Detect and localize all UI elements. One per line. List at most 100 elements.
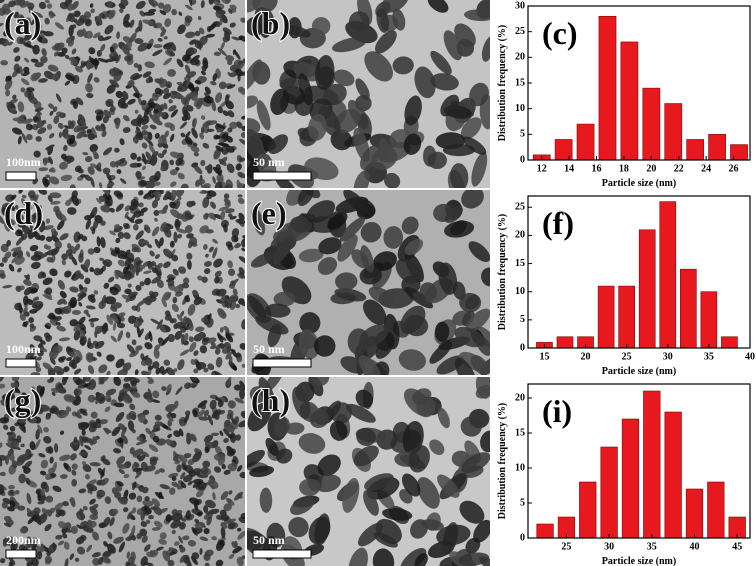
particle <box>162 336 170 346</box>
particle <box>69 497 75 503</box>
particle <box>29 417 38 424</box>
particle <box>1 38 9 47</box>
particle <box>154 132 160 139</box>
particle <box>86 92 94 99</box>
particle <box>163 227 172 238</box>
particle <box>98 182 103 188</box>
particle <box>139 239 148 244</box>
particle <box>202 197 210 209</box>
particle <box>239 343 245 350</box>
particle <box>167 433 172 439</box>
particle <box>373 251 397 271</box>
particle <box>236 545 243 551</box>
particle <box>61 47 68 54</box>
particle <box>97 57 109 63</box>
particle <box>427 0 449 13</box>
particle <box>172 268 179 276</box>
particle <box>199 35 208 46</box>
particle <box>148 365 154 371</box>
particle <box>115 161 119 168</box>
particle <box>364 51 393 82</box>
particle <box>71 273 77 280</box>
particle <box>138 202 144 208</box>
particle <box>167 559 175 566</box>
particle <box>213 213 223 220</box>
particle <box>454 357 477 375</box>
particle <box>0 558 6 564</box>
particle <box>122 44 132 51</box>
particle <box>237 530 245 540</box>
particle <box>117 259 126 267</box>
particle <box>109 286 114 291</box>
particle <box>383 313 400 350</box>
particle <box>71 273 82 281</box>
particle <box>106 370 111 375</box>
particle <box>100 237 106 249</box>
particle <box>290 216 313 233</box>
particle <box>86 544 93 553</box>
particle <box>237 194 243 198</box>
particle <box>193 503 199 511</box>
x-tick-label: 22 <box>674 163 684 174</box>
particle <box>122 507 129 513</box>
particle <box>188 83 195 92</box>
particle <box>105 388 117 396</box>
scale-bar <box>5 358 37 368</box>
particle <box>242 234 245 239</box>
particle <box>240 115 245 120</box>
particle <box>227 260 234 269</box>
particle <box>31 537 38 543</box>
particle <box>228 355 233 365</box>
x-tick-label: 20 <box>646 163 656 174</box>
particle <box>40 459 49 469</box>
particle <box>153 348 160 359</box>
particle <box>184 15 193 23</box>
particle <box>219 327 224 333</box>
particle <box>73 388 82 396</box>
x-tick-label: 12 <box>537 163 547 174</box>
particle <box>33 231 41 241</box>
particle <box>273 235 294 265</box>
particle <box>215 135 221 140</box>
particle <box>45 334 53 342</box>
texture <box>0 377 245 566</box>
particle <box>85 352 94 363</box>
particle <box>333 69 355 87</box>
particle <box>458 552 490 566</box>
particle <box>199 345 208 354</box>
particle <box>374 30 397 54</box>
particle <box>136 508 143 516</box>
bar <box>707 481 725 539</box>
particle <box>169 201 177 209</box>
particle <box>57 540 65 546</box>
particle <box>210 342 216 347</box>
particle <box>151 526 161 531</box>
particle <box>237 465 243 472</box>
particle <box>32 11 44 18</box>
particle <box>208 0 215 5</box>
particle <box>103 427 112 434</box>
particle <box>327 212 348 230</box>
particle <box>123 13 130 24</box>
particle <box>311 17 331 36</box>
particle <box>88 379 97 390</box>
particle <box>38 1 47 10</box>
particle <box>180 132 186 138</box>
y-tick-label: 15 <box>515 258 525 269</box>
particle <box>75 97 84 106</box>
particle <box>210 81 217 86</box>
particle <box>460 117 482 140</box>
particle <box>165 81 173 89</box>
particle <box>359 324 389 347</box>
particle <box>0 471 6 477</box>
particle <box>25 42 35 49</box>
particle <box>242 58 245 64</box>
particle <box>49 268 58 277</box>
particle <box>298 329 320 359</box>
particle <box>132 85 140 96</box>
particle <box>44 324 51 330</box>
particle <box>136 156 142 162</box>
particle <box>218 142 230 148</box>
particle <box>227 268 236 277</box>
particle <box>33 335 43 342</box>
